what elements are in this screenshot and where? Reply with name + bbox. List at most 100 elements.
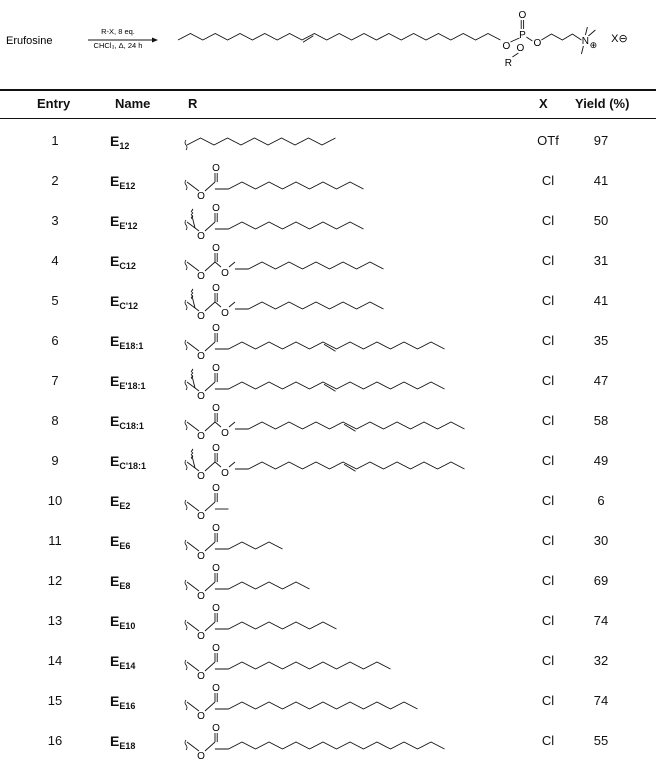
leaving-group-cell: Cl — [541, 493, 555, 508]
yield-cell: 49 — [593, 453, 609, 468]
svg-text:O: O — [212, 603, 220, 614]
yield-cell: 32 — [593, 653, 609, 668]
compound-name-cell: EE18:1 — [110, 333, 144, 351]
leaving-group-cell: Cl — [541, 373, 555, 388]
entry-cell: 7 — [51, 373, 59, 388]
svg-text:O: O — [212, 523, 220, 534]
compound-name-cell: EE16 — [110, 693, 136, 711]
entry-cell: 9 — [51, 453, 59, 468]
leaving-group-cell: Cl — [541, 693, 555, 708]
yield-cell: 69 — [593, 573, 609, 588]
r-group-structure: OO — [184, 323, 445, 362]
reaction-arrow-head — [152, 37, 158, 43]
leaving-group-cell: Cl — [541, 413, 555, 428]
compound-name-cell: EE12 — [110, 173, 136, 191]
table-row: 2 EE12 O O Cl 41 — [0, 161, 656, 202]
r-group-structure: OO — [184, 363, 445, 402]
yield-cell: 50 — [593, 213, 609, 228]
compound-name-cell: EE'18:1 — [110, 373, 146, 391]
table-row: 1 E12 OTf 97 — [0, 121, 656, 161]
table-top-rule — [0, 89, 656, 91]
svg-text:O: O — [197, 311, 205, 322]
compound-name-cell: EE14 — [110, 653, 136, 671]
compound-name-cell: EE2 — [110, 493, 131, 511]
header-x: X — [539, 96, 548, 111]
r-group-structure: OO — [184, 563, 310, 602]
r-group-structure: OO — [184, 683, 418, 722]
leaving-group-cell: Cl — [541, 213, 555, 228]
svg-text:O: O — [212, 643, 220, 654]
compound-name-cell: EE10 — [110, 613, 136, 631]
svg-text:O: O — [212, 283, 220, 294]
entry-cell: 11 — [48, 533, 62, 548]
compound-name-cell: E12 — [110, 133, 130, 151]
svg-text:O: O — [534, 38, 542, 49]
yield-cell: 55 — [593, 733, 609, 748]
svg-text:O: O — [197, 351, 205, 362]
svg-text:N: N — [582, 36, 589, 47]
r-group-structure: O O O — [184, 283, 384, 322]
yield-cell: 74 — [593, 693, 609, 708]
header-name: Name — [115, 96, 151, 111]
table-row: 14 EE14 O O Cl 32 — [0, 641, 656, 682]
table-row: 12 EE8 O O Cl 69 — [0, 561, 656, 602]
entry-cell: 12 — [47, 573, 63, 588]
reagent-bottom-label: CHCl₃, Δ, 24 h — [94, 41, 143, 50]
compound-name-cell: EC18:1 — [110, 413, 144, 431]
leaving-group-cell: Cl — [541, 733, 555, 748]
svg-text:O: O — [197, 551, 205, 562]
header-yield: Yield (%) — [575, 96, 630, 111]
svg-text:O: O — [212, 163, 220, 174]
svg-text:O: O — [197, 231, 205, 242]
svg-text:O: O — [212, 483, 220, 494]
svg-text:O: O — [197, 751, 205, 761]
svg-text:O: O — [519, 10, 527, 21]
svg-text:⊕: ⊕ — [590, 40, 598, 50]
leaving-group-cell: OTf — [537, 133, 559, 148]
yield-cell: 41 — [593, 293, 609, 308]
compound-name-cell: EE6 — [110, 533, 131, 551]
r-group-structure: OO — [184, 723, 445, 761]
compound-name-cell: EC'12 — [110, 293, 138, 311]
svg-text:O: O — [221, 428, 229, 439]
entry-cell: 5 — [51, 293, 59, 308]
leaving-group-cell: Cl — [541, 333, 555, 348]
yield-cell: 30 — [593, 533, 609, 548]
svg-text:O: O — [212, 323, 220, 334]
reaction-scheme: Erufosine R-X, 8 eq. CHCl₃, Δ, 24 h OPOO… — [6, 10, 628, 69]
compound-name-cell: EE'12 — [110, 213, 138, 231]
svg-text:O: O — [197, 631, 205, 642]
svg-text:O: O — [212, 683, 220, 694]
compound-name-cell: EC'18:1 — [110, 453, 146, 471]
header-r: R — [188, 96, 198, 111]
svg-text:O: O — [212, 363, 220, 374]
svg-text:O: O — [221, 268, 229, 279]
leaving-group-cell: Cl — [541, 253, 555, 268]
entry-cell: 15 — [47, 693, 63, 708]
yield-cell: 58 — [593, 413, 609, 428]
svg-text:O: O — [197, 391, 205, 402]
entry-cell: 2 — [51, 173, 59, 188]
table-row: 8 EC18:1 O O O Cl 58 — [0, 401, 656, 442]
svg-text:O: O — [503, 41, 511, 52]
yield-cell: 41 — [593, 173, 609, 188]
svg-text:O: O — [197, 191, 205, 202]
leaving-group-cell: Cl — [541, 293, 555, 308]
table-row: 6 EE18:1 O O Cl 35 — [0, 321, 656, 362]
leaving-group-cell: Cl — [541, 453, 555, 468]
entry-cell: 3 — [51, 213, 59, 228]
svg-text:O: O — [221, 468, 229, 479]
svg-text:O: O — [197, 431, 205, 442]
table-row: 11 EE6 O O Cl 30 — [0, 521, 656, 562]
entry-cell: 10 — [47, 493, 63, 508]
r-group-structure: OO — [184, 643, 391, 682]
leaving-group-cell: Cl — [541, 173, 555, 188]
r-group-structure: OO — [184, 163, 364, 202]
entry-cell: 14 — [47, 653, 63, 668]
svg-text:O: O — [212, 203, 220, 214]
entry-cell: 13 — [47, 613, 63, 628]
entry-cell: 1 — [51, 133, 59, 148]
compound-name-cell: EE8 — [110, 573, 131, 591]
compound-name-cell: EC12 — [110, 253, 136, 271]
table-row: 5 EC'12 O O O Cl 41 — [0, 281, 656, 322]
